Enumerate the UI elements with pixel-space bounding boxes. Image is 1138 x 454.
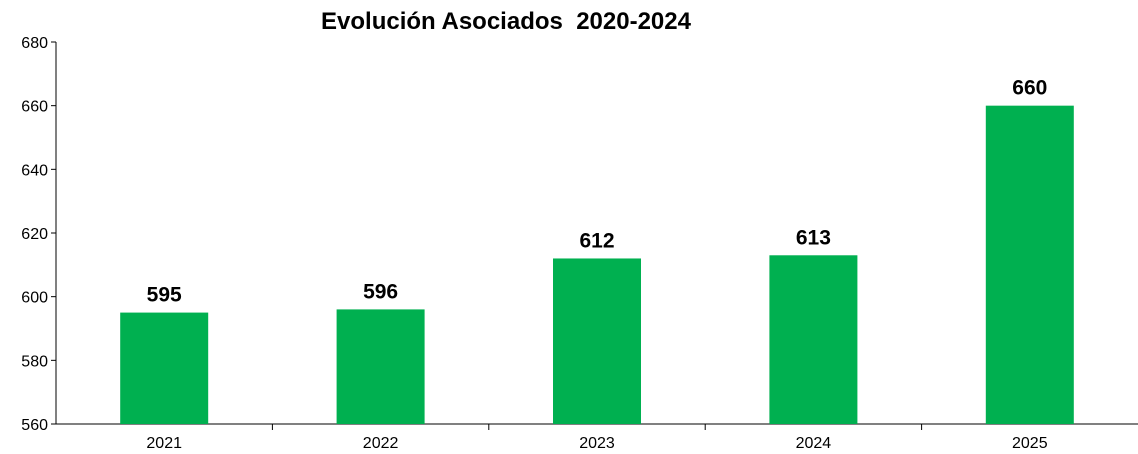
y-tick-label: 580 bbox=[21, 353, 48, 370]
bar-2022 bbox=[336, 309, 425, 424]
chart-title: Evolución Asociados 2020-2024 bbox=[321, 8, 692, 35]
y-axis: 560 580 600 620 640 660 680 bbox=[21, 35, 57, 434]
bar-series bbox=[120, 105, 1074, 425]
x-tick-label: 2024 bbox=[796, 435, 832, 452]
bar-2024 bbox=[769, 255, 858, 424]
data-label-2022: 596 bbox=[363, 280, 398, 303]
y-tick-label: 620 bbox=[21, 226, 48, 243]
y-tick-label: 660 bbox=[21, 99, 48, 116]
data-label-2025: 660 bbox=[1012, 77, 1047, 100]
bar-2021 bbox=[120, 312, 209, 424]
bar-2023 bbox=[553, 258, 641, 424]
bar-2025 bbox=[985, 105, 1074, 425]
data-label-2023: 612 bbox=[579, 229, 614, 252]
x-tick-label: 2025 bbox=[1012, 435, 1048, 452]
y-tick-label: 640 bbox=[21, 162, 48, 179]
x-tick-label: 2023 bbox=[579, 435, 615, 452]
x-tick-label: 2022 bbox=[363, 435, 399, 452]
y-tick-label: 600 bbox=[21, 290, 48, 307]
y-tick-label: 680 bbox=[21, 35, 48, 52]
x-tick-label: 2021 bbox=[146, 435, 182, 452]
y-tick-label: 560 bbox=[21, 417, 48, 434]
x-axis: 2021 2022 2023 2024 2025 bbox=[56, 423, 1138, 452]
data-labels: 595 596 612 613 660 bbox=[147, 77, 1048, 307]
data-label-2024: 613 bbox=[796, 226, 831, 249]
data-label-2021: 595 bbox=[147, 284, 182, 307]
